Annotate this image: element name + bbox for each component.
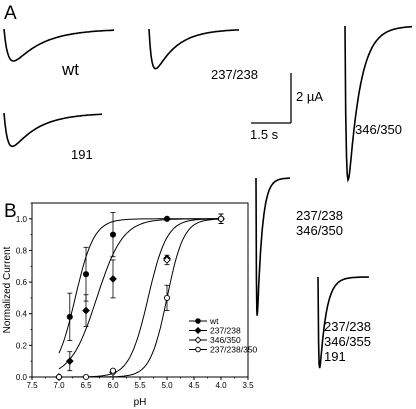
current-trace xyxy=(255,177,290,316)
data-point xyxy=(195,346,201,353)
scale-bar-current-label: 2 µA xyxy=(296,89,323,104)
x-tick-label: 6.5 xyxy=(80,381,92,390)
legend-label: wt xyxy=(209,316,219,326)
y-tick-label: 1.0 xyxy=(16,215,28,224)
fit-curves xyxy=(58,218,221,378)
data-point xyxy=(82,271,90,278)
x-axis-label: pH xyxy=(134,397,147,408)
trace-label: 191 xyxy=(71,147,93,162)
data-point xyxy=(194,326,202,335)
error-bars xyxy=(67,212,224,372)
legend-label: 237/238 xyxy=(210,326,241,336)
dose-response-chart: 7.5 7.0 6.5 6.0 5.5 5.0 4.5 4.0 3.5 0.0 0.2 0.4 0.6… xyxy=(2,202,258,408)
y-axis-ticks: 0.0 0.2 0.4 0.6 0.8 1.0 xyxy=(16,202,32,382)
panel-b: B 7.5 7.0 6.5 6.0 5.5 5.0 4.5 4.0 3.5 0.00.20.40… xyxy=(2,201,258,408)
data-point xyxy=(82,373,90,381)
fit-curve xyxy=(59,218,221,378)
fit-curve xyxy=(58,218,221,370)
fit-curve xyxy=(58,218,221,354)
current-trace xyxy=(3,112,103,148)
x-tick-label: 4.0 xyxy=(215,381,227,390)
data-point xyxy=(163,294,171,301)
x-tick-label: 5.5 xyxy=(134,381,146,390)
data-point xyxy=(195,318,201,324)
trace-label: 237/238 346/350 xyxy=(296,208,343,238)
data-point xyxy=(163,256,171,264)
x-tick-label: 7.0 xyxy=(53,381,65,390)
data-point xyxy=(82,306,90,315)
x-tick-label: 3.5 xyxy=(242,381,254,390)
trace-label: wt xyxy=(61,60,79,79)
x-tick-label: 5.0 xyxy=(161,381,173,390)
current-trace xyxy=(148,28,239,70)
y-tick-label: 0.2 xyxy=(16,341,28,350)
current-trace xyxy=(317,276,369,369)
trace-label: 346/350 xyxy=(355,122,402,137)
trace-label: 237/238 346/355 191 xyxy=(324,319,371,364)
scale-bar: 2 µA 1.5 s xyxy=(250,73,323,142)
data-point xyxy=(217,215,225,222)
data-point xyxy=(163,215,171,222)
legend-label: 346/350 xyxy=(210,335,241,345)
data-point xyxy=(109,367,117,374)
data-point xyxy=(109,275,117,283)
data-point xyxy=(65,357,74,366)
current-trace xyxy=(344,25,412,183)
data-markers xyxy=(55,214,225,381)
y-axis-label: Normalized Current xyxy=(2,246,13,333)
y-tick-label: 0.0 xyxy=(16,373,28,382)
scale-bar-time-label: 1.5 s xyxy=(250,127,279,142)
data-point xyxy=(55,373,63,381)
data-point xyxy=(194,336,202,344)
y-tick-label: 0.8 xyxy=(16,246,28,255)
data-point xyxy=(66,313,73,320)
panel-a-letter: A xyxy=(4,3,17,24)
legend-label: 237/238/350 xyxy=(210,345,258,355)
y-tick-label: 0.6 xyxy=(16,278,28,287)
current-trace xyxy=(3,28,114,62)
fit-curve xyxy=(59,218,221,378)
y-tick-label: 0.4 xyxy=(16,310,28,319)
data-point xyxy=(109,231,117,238)
x-tick-label: 6.0 xyxy=(107,381,119,390)
x-tick-label: 7.5 xyxy=(26,381,38,390)
x-axis-ticks: 7.5 7.0 6.5 6.0 5.5 5.0 4.5 4.0 3.5 xyxy=(26,377,254,390)
x-tick-label: 4.5 xyxy=(188,381,200,390)
panel-b-letter: B xyxy=(4,201,17,222)
trace-label: 237/238 xyxy=(211,67,258,82)
